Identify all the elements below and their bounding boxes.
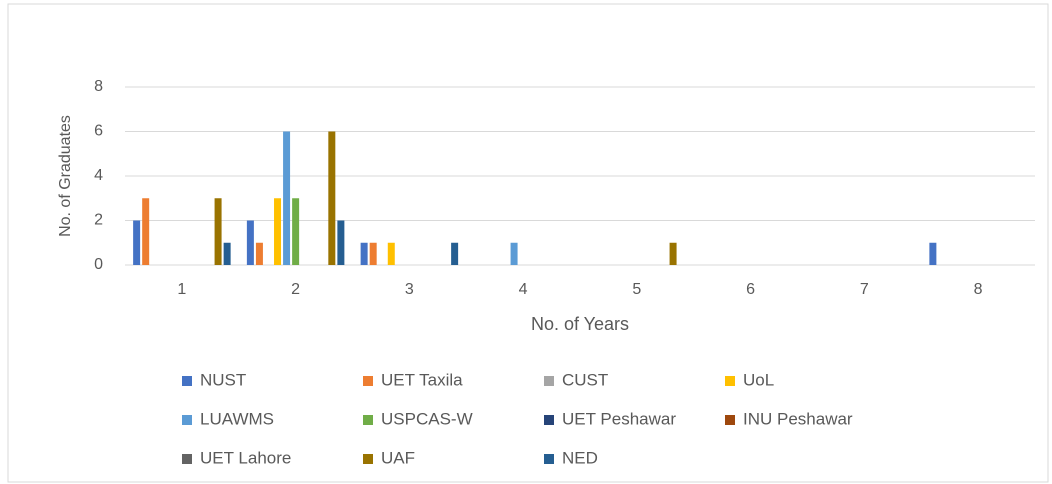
- bar: [369, 242, 377, 265]
- x-tick-label: 4: [519, 281, 528, 298]
- legend-swatch: [544, 454, 554, 464]
- bar: [274, 198, 282, 265]
- x-tick-label: 2: [291, 281, 300, 298]
- bar: [133, 220, 141, 265]
- legend-label: NED: [562, 448, 598, 467]
- legend-label: UAF: [381, 448, 415, 467]
- legend-swatch: [182, 454, 192, 464]
- legend-label: NUST: [200, 370, 246, 389]
- bar: [360, 242, 368, 265]
- legend-swatch: [363, 376, 373, 386]
- y-tick-label: 2: [94, 212, 103, 229]
- chart-frame: [7, 3, 1049, 483]
- x-tick-label: 8: [974, 281, 983, 298]
- legend-label: CUST: [562, 370, 608, 389]
- bar: [328, 131, 336, 265]
- bar: [929, 242, 937, 265]
- legend-label: UET Lahore: [200, 448, 291, 467]
- y-tick-label: 0: [94, 256, 103, 273]
- legend-swatch: [544, 376, 554, 386]
- legend-swatch: [363, 454, 373, 464]
- bar: [283, 131, 291, 265]
- y-tick-label: 4: [94, 167, 103, 184]
- x-tick-label: 1: [177, 281, 186, 298]
- bar: [255, 242, 263, 265]
- y-axis-label: No. of Graduates: [57, 115, 74, 237]
- x-tick-label: 6: [746, 281, 755, 298]
- y-tick-label: 6: [94, 123, 103, 140]
- bar: [451, 242, 459, 265]
- legend-label: UET Peshawar: [562, 409, 676, 428]
- y-tick-label: 8: [94, 78, 103, 95]
- bar: [337, 220, 345, 265]
- bar: [510, 242, 518, 265]
- bar: [387, 242, 395, 265]
- bar: [292, 198, 300, 265]
- legend-swatch: [182, 376, 192, 386]
- legend-label: INU Peshawar: [743, 409, 853, 428]
- bar: [214, 198, 222, 265]
- legend-swatch: [725, 415, 735, 425]
- x-tick-label: 3: [405, 281, 414, 298]
- bar: [223, 242, 231, 265]
- bar: [669, 242, 677, 265]
- legend-swatch: [725, 376, 735, 386]
- legend-label: UoL: [743, 370, 774, 389]
- bar: [246, 220, 254, 265]
- legend-swatch: [544, 415, 554, 425]
- x-axis-label: No. of Years: [531, 314, 629, 334]
- legend-label: UET Taxila: [381, 370, 463, 389]
- bar: [142, 198, 150, 265]
- legend-label: USPCAS-W: [381, 409, 473, 428]
- legend-label: LUAWMS: [200, 409, 274, 428]
- legend-swatch: [363, 415, 373, 425]
- x-tick-label: 5: [632, 281, 641, 298]
- x-tick-label: 7: [860, 281, 869, 298]
- legend-swatch: [182, 415, 192, 425]
